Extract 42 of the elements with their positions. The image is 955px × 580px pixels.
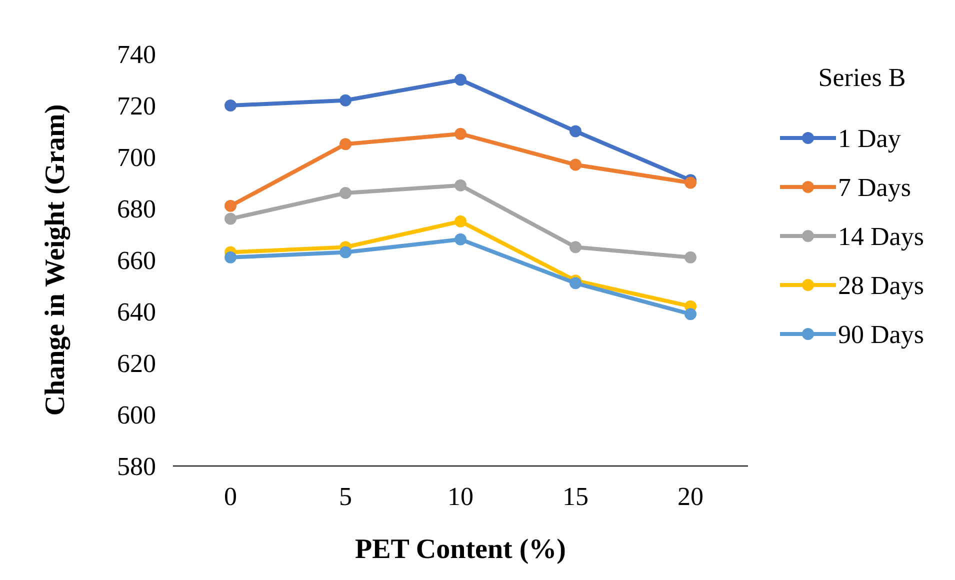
point <box>570 241 582 254</box>
legend-label: 14 Days <box>838 222 924 251</box>
legend-label: 90 Days <box>838 320 924 349</box>
y-tick-label: 580 <box>117 452 156 481</box>
x-tick-label: 20 <box>678 482 704 511</box>
legend-label: 7 Days <box>838 173 911 202</box>
x-tick-label: 5 <box>339 482 352 511</box>
point <box>224 251 236 264</box>
point <box>454 74 466 86</box>
point <box>340 94 352 106</box>
y-tick-label: 600 <box>117 400 156 430</box>
x-tick-label: 15 <box>562 482 588 511</box>
point <box>454 128 466 140</box>
x-tick-label: 0 <box>224 482 237 511</box>
y-tick-label: 720 <box>117 92 156 120</box>
x-axis-title: PET Content (%) <box>354 534 566 565</box>
point <box>684 251 696 264</box>
point <box>454 233 466 246</box>
y-tick-label: 660 <box>117 246 156 275</box>
x-tick-label: 10 <box>448 482 474 511</box>
legend-label: 28 Days <box>838 271 924 300</box>
point <box>224 212 236 225</box>
y-tick-label: 680 <box>117 194 156 224</box>
point <box>570 158 582 171</box>
y-tick-label: 620 <box>117 349 156 378</box>
point <box>340 187 352 200</box>
point <box>570 277 582 290</box>
legend-title: Series B <box>818 63 906 92</box>
y-tick-label: 640 <box>117 298 156 326</box>
y-tick-label: 700 <box>117 143 156 172</box>
point <box>684 176 696 189</box>
point <box>340 246 352 258</box>
y-axis-title: Change in Weight (Gram) <box>40 104 71 416</box>
point <box>224 100 236 112</box>
legend-label: 1 Day <box>838 124 901 153</box>
point <box>224 200 236 212</box>
point <box>454 215 466 228</box>
point <box>340 138 352 150</box>
point <box>570 125 582 138</box>
point <box>454 179 466 192</box>
y-tick-label: 740 <box>117 40 156 69</box>
point <box>684 308 696 320</box>
